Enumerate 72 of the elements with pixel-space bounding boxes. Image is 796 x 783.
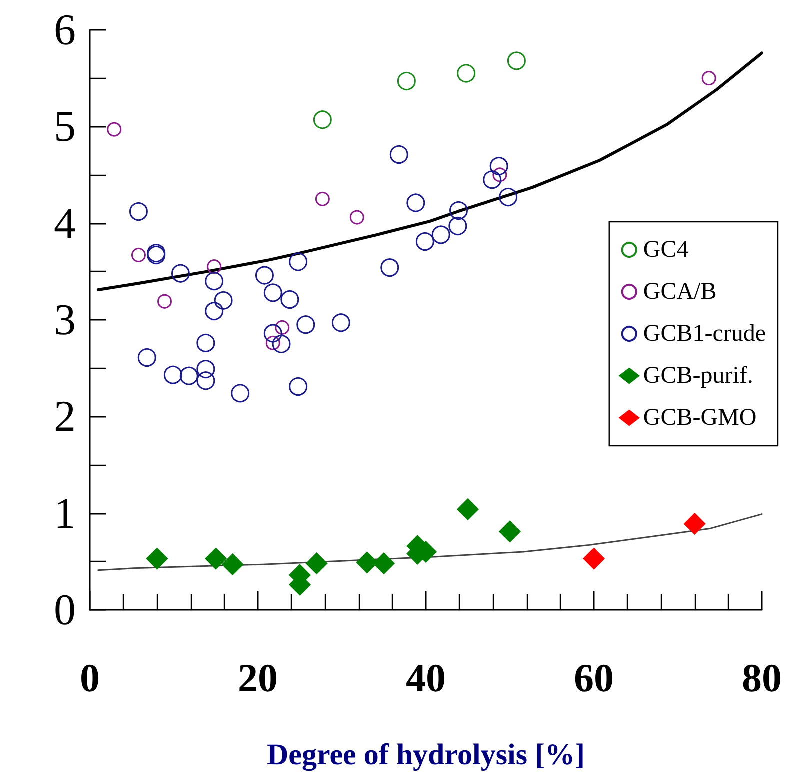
point (332, 314, 350, 332)
point (390, 145, 408, 164)
point (507, 52, 526, 70)
point (416, 232, 434, 251)
point (196, 334, 216, 352)
point (164, 366, 182, 384)
point (205, 272, 224, 291)
point (702, 71, 716, 86)
point (432, 226, 450, 244)
point (483, 170, 502, 190)
point (457, 498, 479, 520)
point (196, 372, 216, 390)
point (196, 360, 216, 379)
point (296, 316, 316, 334)
point (289, 252, 308, 272)
point (499, 188, 518, 206)
point (499, 520, 521, 542)
point (397, 72, 416, 90)
point (131, 248, 146, 262)
point (406, 194, 426, 212)
legend-label: GCA/B (643, 279, 717, 305)
y-tick-label: 0 (54, 586, 76, 634)
point (289, 377, 308, 396)
point (313, 110, 332, 130)
point (231, 384, 250, 403)
point (457, 64, 476, 83)
legend-label: GCB1-crude (643, 321, 766, 347)
point (356, 552, 378, 574)
point (255, 266, 274, 285)
point (272, 334, 291, 354)
point (107, 122, 122, 137)
point (180, 366, 198, 386)
legend-label: GCB-GMO (643, 405, 757, 431)
y-tick-label: 2 (54, 392, 76, 442)
point (373, 552, 395, 574)
point (490, 157, 508, 176)
point (205, 302, 224, 321)
x-tick-label: 60 (574, 656, 614, 700)
point (264, 284, 282, 302)
point (205, 548, 227, 570)
y-tick-label: 5 (54, 102, 76, 152)
point (380, 258, 400, 278)
x-tick-label: 80 (742, 656, 782, 700)
point (207, 260, 222, 274)
point (684, 513, 706, 535)
legend-label: GCB-purif. (643, 363, 754, 389)
point (275, 320, 290, 335)
point (315, 192, 330, 206)
point (214, 291, 233, 310)
point (171, 264, 190, 283)
point (350, 210, 364, 225)
point (138, 348, 156, 367)
point (450, 202, 468, 220)
point (146, 548, 168, 570)
y-tick-label: 1 (54, 488, 76, 538)
line-series (98, 514, 763, 572)
point (280, 290, 300, 309)
legend-label: GC4 (643, 237, 689, 263)
x-axis-title: Degree of hydrolysis [%] (266, 738, 586, 772)
x-tick-label: 40 (406, 656, 446, 700)
y-tick-label: 6 (54, 6, 76, 54)
point (222, 554, 244, 576)
y-tick-label: 3 (54, 296, 76, 344)
point (264, 324, 282, 343)
point (266, 336, 280, 350)
point (583, 548, 605, 570)
y-tick-label: 4 (54, 198, 76, 248)
point (306, 552, 328, 574)
x-tick-label: 20 (238, 656, 278, 700)
point (448, 216, 468, 236)
point (129, 202, 148, 221)
point (158, 294, 172, 309)
